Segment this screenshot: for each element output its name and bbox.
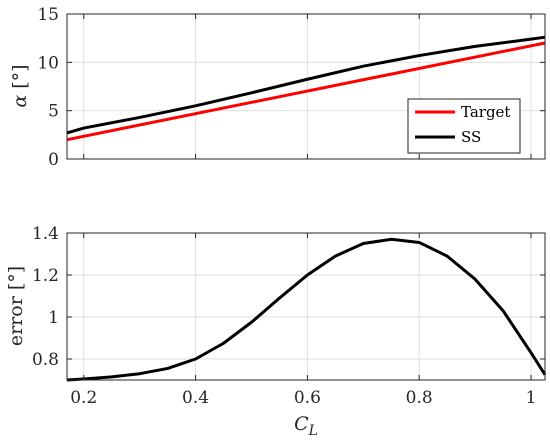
error-y-tick-label-0: 0.8	[32, 350, 59, 370]
alpha-series-line-ss	[66, 35, 546, 135]
x-axis-label: CL	[294, 413, 318, 439]
error-axes-frame	[66, 232, 546, 381]
error-y-tick-label-2: 1.2	[32, 266, 59, 286]
error-series	[66, 237, 547, 382]
error-x-tick-label-1: 0.4	[182, 388, 209, 408]
alpha-y-tick-label-1: 5	[48, 102, 59, 122]
alpha-y-tick-label-2: 10	[37, 53, 59, 73]
legend: Target SS	[407, 98, 521, 154]
legend-label-ss: SS	[461, 128, 481, 146]
x-axis-subscript: L	[308, 423, 318, 439]
error-y-tick-label-1: 1	[48, 308, 59, 328]
alpha-ticks: 0 5 10 15	[37, 5, 545, 170]
alpha-panel: 0 5 10 15 α [°] Target SS	[9, 5, 546, 170]
alpha-axes-frame	[66, 13, 546, 160]
legend-label-target: Target	[461, 103, 510, 121]
alpha-y-axis-label: α [°]	[9, 64, 31, 107]
error-y-axis-label: error [°]	[5, 266, 27, 346]
error-x-tick-label-4: 1	[526, 388, 537, 408]
alpha-unit: [°]	[9, 64, 31, 88]
error-series-line-error	[66, 237, 547, 382]
error-x-tick-label-2: 0.6	[294, 388, 321, 408]
error-y-tick-label-3: 1.4	[32, 224, 59, 244]
legend-box	[407, 98, 521, 154]
alpha-series	[66, 35, 546, 142]
error-panel: 0.2 0.4 0.6 0.8 1 0.8 1 1.2 1.4 error [°] CL	[5, 224, 547, 439]
error-ticks: 0.2 0.4 0.6 0.8 1 0.8 1 1.2 1.4	[32, 224, 545, 408]
error-x-tick-label-0: 0.2	[70, 388, 97, 408]
error-plot-background	[67, 233, 545, 380]
alpha-symbol: α	[9, 95, 31, 108]
x-axis-symbol: C	[294, 413, 309, 435]
alpha-y-tick-label-3: 15	[37, 5, 59, 25]
alpha-y-tick-label-0: 0	[48, 150, 59, 170]
alpha-series-line-target	[66, 41, 546, 142]
error-x-tick-label-3: 0.8	[406, 388, 433, 408]
